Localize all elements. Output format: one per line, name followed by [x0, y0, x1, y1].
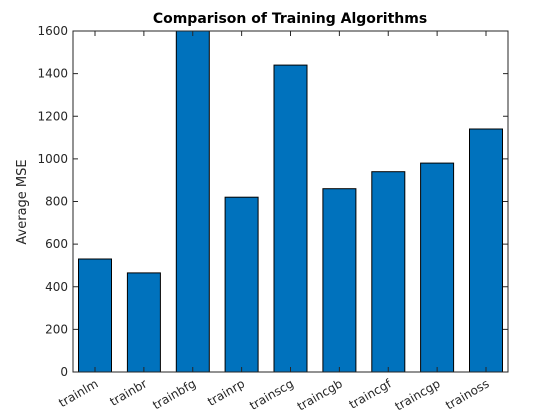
x-tick-label-trainbfg: trainbfg [150, 376, 198, 412]
y-tick-label: 800 [45, 195, 68, 209]
x-tick-label-traincgb: traincgb [295, 376, 345, 413]
y-tick-label: 400 [45, 280, 68, 294]
y-tick-label: 200 [45, 322, 68, 336]
y-axis-title: Average MSE [15, 159, 30, 244]
y-tick-label: 1400 [37, 67, 68, 81]
x-tick-label-trainscg: trainscg [247, 376, 296, 412]
bar-traincgp [420, 162, 455, 373]
y-ticks: 0 200 400 600 800 1000 1200 1400 1600 [37, 24, 508, 379]
y-tick-label: 600 [45, 237, 68, 251]
x-tick-label-traincgf: traincgf [347, 376, 395, 412]
bar-trainlm [78, 258, 112, 373]
x-tick-label-trainrp: trainrp [205, 376, 247, 408]
y-tick-label: 0 [60, 365, 68, 379]
y-tick-label: 1000 [37, 152, 68, 166]
x-tick-label-trainbr: trainbr [107, 376, 149, 408]
bar-traincgf [371, 171, 406, 373]
bar-trainoss [469, 128, 503, 373]
bar-trainbr [126, 272, 161, 373]
x-tick-label-trainlm: trainlm [56, 376, 100, 410]
bar-traincgb [322, 188, 357, 373]
bar-trainscg [273, 64, 308, 373]
y-tick-label: 1200 [37, 109, 68, 123]
chart-title: Comparison of Training Algorithms [153, 11, 427, 27]
y-tick-label: 1600 [37, 24, 68, 38]
x-tick-label-trainoss: trainoss [443, 376, 491, 412]
bar-trainrp [224, 196, 259, 373]
bar-trainbfg [175, 30, 210, 373]
x-tick-label-traincgp: traincgp [393, 376, 443, 413]
bars-layer [78, 30, 503, 373]
